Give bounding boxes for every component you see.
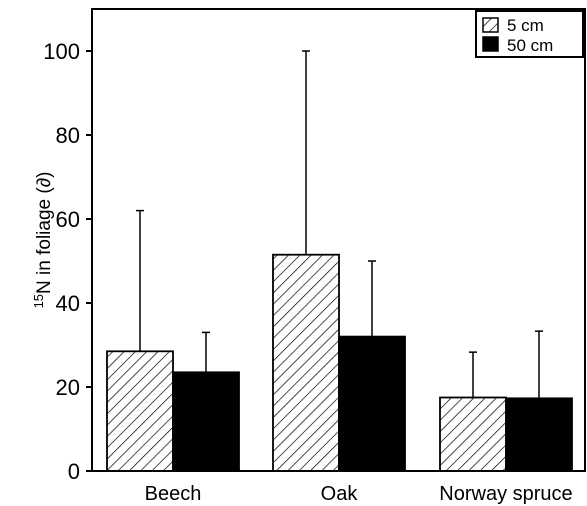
legend-swatch-50cm [482, 36, 499, 52]
y-tick-label: 60 [56, 207, 80, 232]
bars [106, 253, 573, 472]
bar-oak-50cm [338, 335, 406, 472]
legend: 5 cm 50 cm [475, 10, 584, 58]
y-tick-label: 100 [43, 39, 80, 64]
y-tick-label: 20 [56, 375, 80, 400]
x-category-label: Oak [321, 483, 359, 505]
y-axis-label-main: N in foliage (∂) [34, 172, 55, 294]
error-bars [136, 50, 543, 399]
x-axis-labels: Beech Oak Norway spruce [145, 483, 573, 505]
y-axis-label-superscript: 15 [31, 294, 46, 308]
y-axis-label: 15N in foliage (∂) [31, 172, 55, 309]
legend-swatch-5cm [482, 17, 499, 33]
legend-label-50cm: 50 cm [507, 36, 553, 55]
y-axis: 0 20 40 60 80 100 [43, 39, 92, 484]
y-tick-label: 40 [56, 291, 80, 316]
x-category-label: Norway spruce [439, 483, 572, 505]
bar-beech-5cm [106, 350, 174, 472]
x-category-label: Beech [145, 483, 202, 505]
legend-label-5cm: 5 cm [507, 16, 544, 35]
y-tick-label: 0 [68, 459, 80, 484]
bar-beech-50cm [172, 371, 240, 472]
bar-norway-spruce-5cm [439, 396, 507, 472]
bar-oak-5cm [272, 253, 340, 472]
y-tick-label: 80 [56, 123, 80, 148]
bar-norway-spruce-50cm [505, 397, 573, 472]
